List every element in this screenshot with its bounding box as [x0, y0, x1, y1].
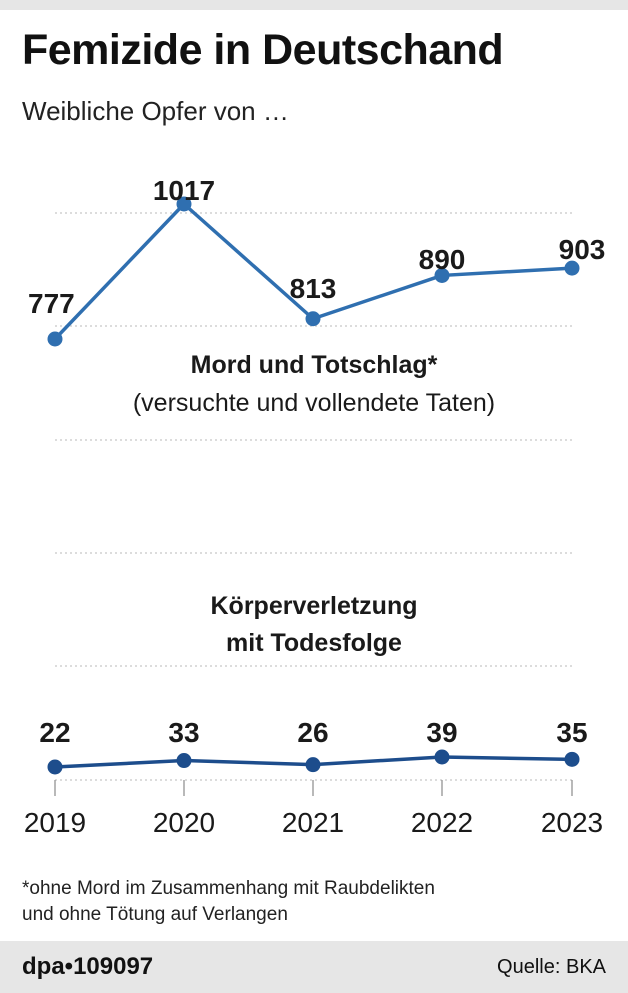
footer-bar: dpa•109097 Quelle: BKA: [0, 941, 628, 993]
chart-title: Femizide in Deutschand: [22, 26, 504, 74]
x-axis: 2019 2020 2021 2022 2023: [24, 780, 603, 838]
footnote: *ohne Mord im Zusammenhang mit Raubdelik…: [22, 876, 612, 928]
data-point-mord-2023: [564, 260, 580, 276]
x-tick-label-2020: 2020: [153, 807, 215, 838]
data-labels: 777 1017 813 890 903 22 33 26 39 35: [28, 175, 605, 748]
data-point-koerper-2020: [176, 753, 192, 769]
chart-subtitle: Weibliche Opfer von …: [22, 96, 289, 126]
footnote-line-1: *ohne Mord im Zusammenhang mit Raubdelik…: [22, 878, 435, 899]
value-label-mord-2019: 777: [28, 288, 75, 319]
value-label-koerper-2023: 35: [556, 717, 587, 748]
data-point-koerper-2021: [305, 757, 321, 773]
value-label-mord-2021: 813: [290, 273, 337, 304]
x-tick-label-2019: 2019: [24, 807, 86, 838]
data-point-mord-2020: [176, 196, 192, 212]
data-point-koerper-2019: [47, 759, 63, 775]
x-tick-label-2022: 2022: [411, 807, 473, 838]
value-label-koerper-2020: 33: [168, 717, 199, 748]
data-points: [47, 196, 580, 775]
footnote-line-2: und ohne Tötung auf Verlangen: [22, 904, 288, 925]
value-label-koerper-2021: 26: [297, 717, 328, 748]
value-label-mord-2022: 890: [419, 244, 466, 275]
data-point-mord-2022: [434, 267, 450, 283]
dpa-brand: dpa•109097: [22, 953, 154, 980]
data-point-mord-2021: [305, 311, 321, 327]
top-bar: [0, 0, 628, 10]
x-tick-label-2023: 2023: [541, 807, 603, 838]
gridlines: [55, 212, 575, 781]
series-titles: Mord und Totschlag* (versuchte und volle…: [133, 351, 495, 657]
series-2-title: Körperverletzung: [211, 592, 418, 620]
value-label-mord-2020: 1017: [153, 175, 215, 206]
series-1-subtitle: (versuchte und vollendete Taten): [133, 389, 495, 417]
data-point-mord-2019: [47, 331, 63, 347]
series-2-subtitle: mit Todesfolge: [226, 629, 402, 657]
value-label-koerper-2022: 39: [426, 717, 457, 748]
value-label-koerper-2019: 22: [39, 717, 70, 748]
data-point-koerper-2023: [564, 751, 580, 767]
source-text: Quelle: BKA: [497, 956, 606, 978]
series-1-title: Mord und Totschlag*: [191, 351, 438, 379]
data-point-koerper-2022: [434, 749, 450, 765]
x-tick-label-2021: 2021: [282, 807, 344, 838]
value-label-mord-2023: 903: [559, 234, 606, 265]
